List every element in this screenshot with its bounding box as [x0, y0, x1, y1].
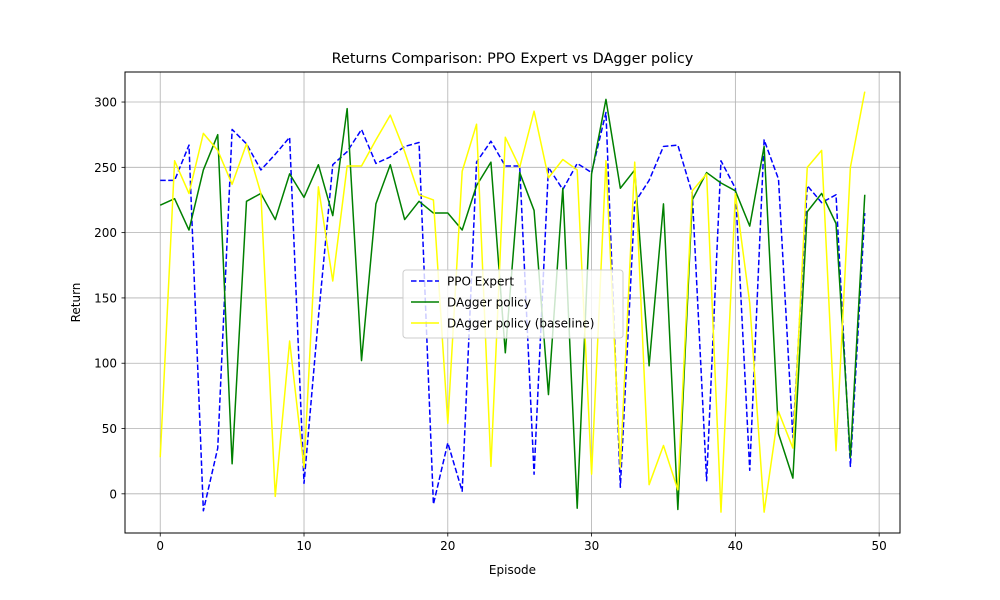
y-tick-label: 0: [109, 487, 117, 501]
y-tick-label: 200: [94, 226, 117, 240]
y-tick-label: 100: [94, 357, 117, 371]
x-tick-label: 0: [156, 539, 164, 553]
x-tick-label: 20: [440, 539, 455, 553]
y-tick-label: 150: [94, 291, 117, 305]
legend-label-ppo-expert: PPO Expert: [447, 275, 514, 289]
series-line-ppo-expert: [160, 111, 866, 512]
x-tick-label: 10: [296, 539, 311, 553]
y-tick-label: 300: [94, 96, 117, 110]
x-axis-label: Episode: [489, 563, 536, 577]
x-tick-label: 50: [872, 539, 887, 553]
series-line-dagger-policy: [159, 98, 866, 511]
series-lines: [159, 91, 866, 513]
y-tick-label: 250: [94, 161, 117, 175]
legend-label-dagger-policy: DAgger policy: [447, 296, 531, 310]
series-line-dagger-policy-baseline: [159, 91, 866, 513]
chart-title: Returns Comparison: PPO Expert vs DAgger…: [332, 51, 694, 67]
axis-ticks: 0 10 20 30 40 50 0 50 100 150 200 250 300: [94, 96, 887, 553]
x-tick-label: 30: [584, 539, 599, 553]
legend: PPO Expert DAgger policy DAgger policy (…: [402, 269, 624, 339]
legend-box: [402, 269, 624, 339]
y-axis-label: Return: [69, 283, 83, 323]
axes-frame: [124, 71, 901, 534]
x-tick-label: 40: [728, 539, 743, 553]
legend-label-dagger-baseline: DAgger policy (baseline): [447, 317, 594, 331]
y-tick-label: 50: [102, 422, 117, 436]
